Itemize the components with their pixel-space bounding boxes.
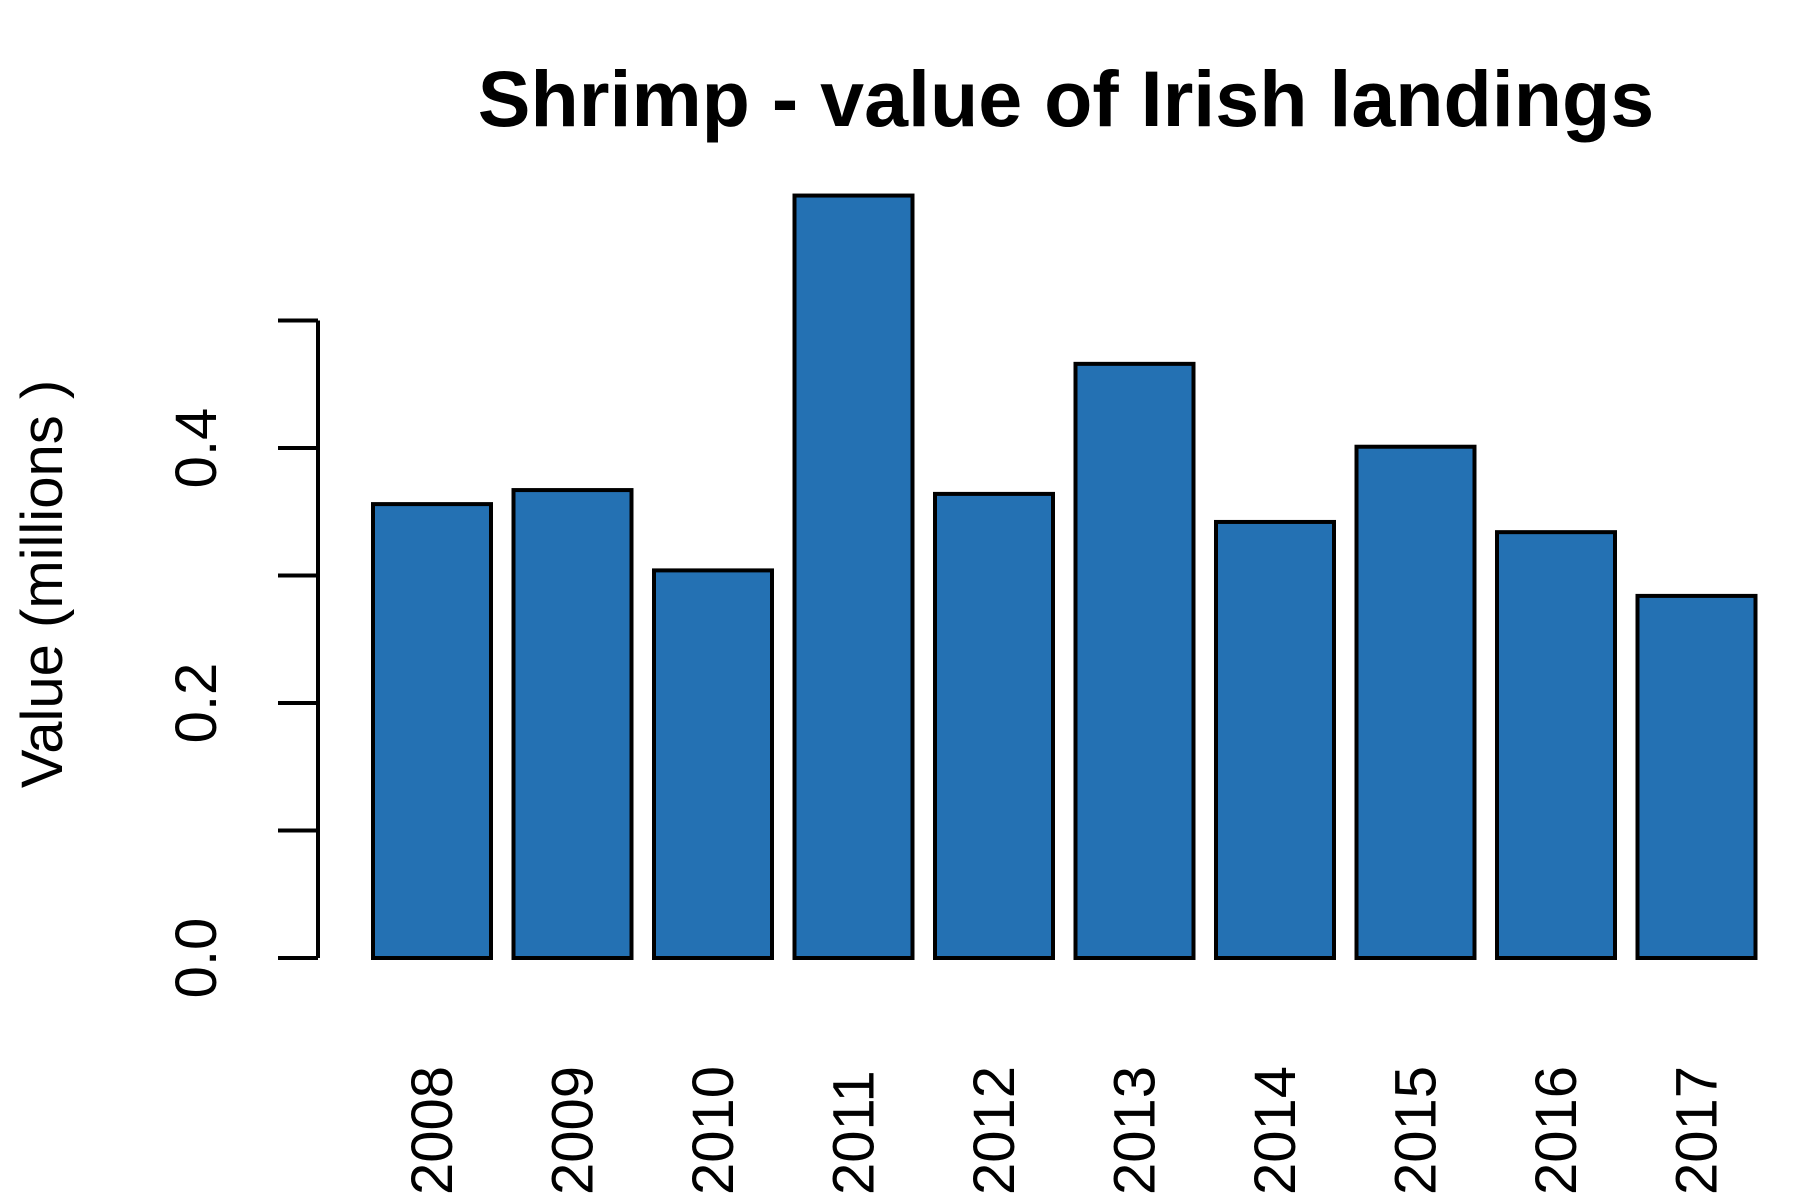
bar-2015 xyxy=(1354,444,1477,960)
x-tick-label-2017: 2017 xyxy=(1665,1066,1730,1195)
bar-2008 xyxy=(371,502,493,960)
bar-2010 xyxy=(652,568,774,961)
bar-2009 xyxy=(511,488,634,960)
x-tick-label-2015: 2015 xyxy=(1384,1066,1449,1195)
chart-title: Shrimp - value of Irish landings xyxy=(478,54,1654,143)
bar-2017 xyxy=(1635,593,1758,961)
y-axis: 0.0 0.2 0.4 xyxy=(164,318,320,999)
bar-2014 xyxy=(1214,519,1336,960)
bars-group xyxy=(371,193,1758,961)
x-tick-label-2008: 2008 xyxy=(400,1066,465,1195)
x-tick-label-2012: 2012 xyxy=(962,1066,1027,1195)
bar-2012 xyxy=(933,491,1055,960)
x-tick-labels: 2008 2009 2010 2011 2012 2013 2014 2015 2016 2017 xyxy=(400,1066,1730,1195)
y-tick-label-4: 0.4 xyxy=(164,408,229,489)
x-tick-label-2014: 2014 xyxy=(1243,1066,1308,1195)
x-tick-label-2010: 2010 xyxy=(681,1066,746,1195)
bar-2013 xyxy=(1073,361,1196,961)
bar-2016 xyxy=(1495,530,1617,961)
x-tick-label-2011: 2011 xyxy=(822,1070,887,1195)
y-tick-label-0: 0.0 xyxy=(164,918,229,999)
x-tick-label-2016: 2016 xyxy=(1524,1066,1589,1195)
y-axis-label: Value (millions ) xyxy=(10,380,75,788)
x-tick-label-2013: 2013 xyxy=(1103,1066,1168,1195)
bar-2011 xyxy=(792,193,915,961)
y-tick-label-2: 0.2 xyxy=(164,663,229,744)
x-tick-label-2009: 2009 xyxy=(541,1066,606,1195)
